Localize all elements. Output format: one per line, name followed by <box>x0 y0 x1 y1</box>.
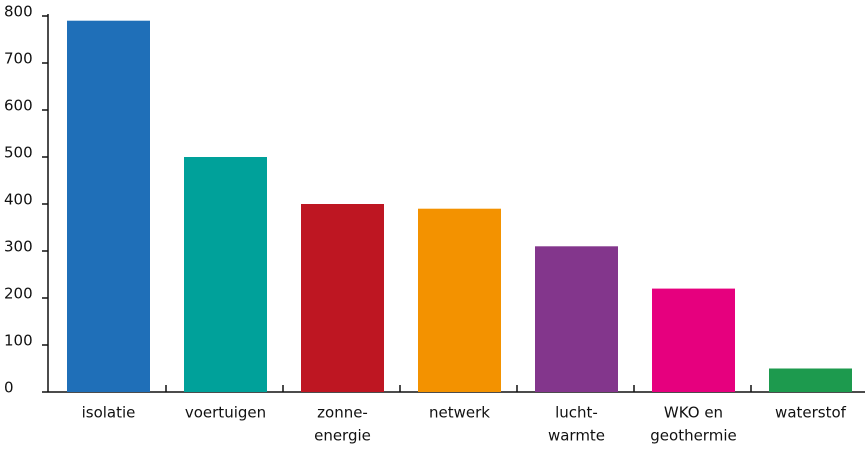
x-tick-label: zonne- <box>317 404 368 422</box>
y-tick-label: 500 <box>4 144 33 162</box>
x-tick-label: isolatie <box>82 404 136 422</box>
bar <box>184 157 267 392</box>
x-tick-label: WKO en <box>664 404 723 422</box>
y-tick-label: 0 <box>4 379 14 397</box>
y-tick-label: 600 <box>4 97 33 115</box>
y-tick-label: 400 <box>4 191 33 209</box>
bar <box>535 246 618 392</box>
bar <box>418 208 501 392</box>
bar <box>301 204 384 392</box>
y-tick-label: 200 <box>4 285 33 303</box>
x-tick-label: geothermie <box>650 427 736 445</box>
bar <box>769 368 852 392</box>
bar <box>652 288 735 392</box>
x-tick-label: voertuigen <box>185 404 266 422</box>
bar <box>67 20 150 392</box>
x-tick-label: netwerk <box>429 404 490 422</box>
x-tick-label: lucht- <box>555 404 598 422</box>
y-tick-label: 300 <box>4 238 33 256</box>
x-tick-label: energie <box>314 427 371 445</box>
y-tick-label: 700 <box>4 50 33 68</box>
y-tick-label: 800 <box>4 3 33 21</box>
x-tick-label: waterstof <box>775 404 847 422</box>
y-tick-label: 100 <box>4 332 33 350</box>
x-tick-label: warmte <box>548 427 605 445</box>
